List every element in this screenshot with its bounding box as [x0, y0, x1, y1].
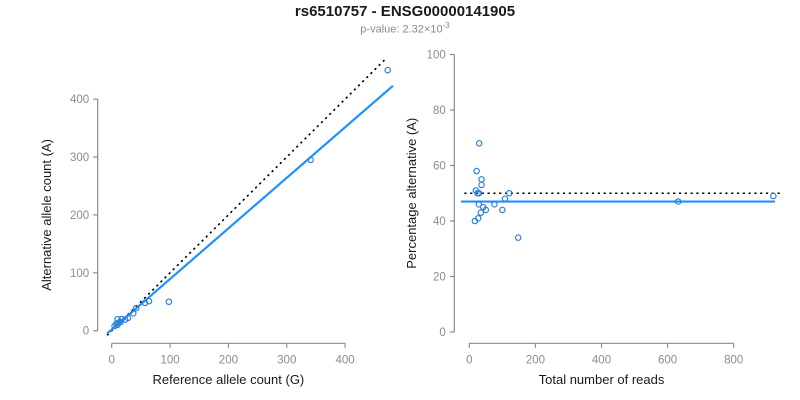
data-point — [478, 176, 485, 183]
y-tick-label: 300 — [70, 152, 89, 164]
data-point — [132, 304, 140, 312]
x-tick-label: 0 — [466, 354, 472, 366]
data-point — [501, 195, 509, 203]
subtitle-pvalue: p-value: 2.32×10-3 — [10, 21, 800, 36]
x-tick-label: 400 — [592, 354, 611, 366]
identity-line — [106, 58, 387, 336]
data-point — [165, 298, 173, 306]
data-point — [514, 234, 522, 241]
fit-line — [106, 84, 394, 335]
data-point — [491, 201, 498, 208]
data-point — [141, 299, 149, 307]
y-tick-label: 100 — [427, 50, 446, 62]
data-point — [474, 214, 482, 222]
data-point — [475, 189, 483, 197]
data-point — [145, 297, 153, 305]
y-tick-label: 400 — [70, 94, 89, 106]
data-point — [506, 189, 513, 197]
y-axis-title: Percentage alternative (A) — [404, 118, 419, 269]
data-point — [118, 315, 125, 323]
data-point — [478, 181, 485, 189]
x-tick-label: 800 — [724, 354, 743, 366]
x-tick-label: 0 — [108, 354, 114, 366]
subtitle-exponent: -3 — [442, 21, 450, 30]
data-point — [124, 314, 132, 322]
y-tick-label: 0 — [439, 327, 445, 339]
data-point — [384, 66, 391, 74]
data-point — [770, 192, 777, 200]
data-point — [473, 167, 480, 175]
y-tick-label: 100 — [70, 268, 89, 280]
x-tick-label: 600 — [658, 354, 677, 366]
subtitle-prefix: p-value: 2.32×10 — [360, 23, 443, 36]
y-axis-title: Alternative allele count (A) — [39, 139, 54, 291]
x-tick-label: 200 — [526, 354, 545, 366]
left-scatter-panel: 0 100 200 300 400 0 100 200 300 400 Reference alle… — [39, 58, 394, 387]
y-tick-label: 60 — [433, 161, 446, 173]
y-tick-label: 20 — [433, 272, 446, 284]
x-axis-title: Reference allele count (G) — [153, 372, 305, 387]
right-scatter-panel: 0 200 400 600 800 0 20 40 60 80 100 Total number of… — [404, 50, 784, 387]
x-axis-title: Total number of reads — [539, 372, 665, 387]
x-tick-label: 200 — [219, 354, 238, 366]
data-point — [499, 206, 506, 214]
x-tick-label: 100 — [160, 354, 179, 366]
data-point — [482, 206, 490, 214]
x-tick-label: 300 — [277, 354, 296, 366]
y-tick-label: 0 — [83, 326, 89, 338]
data-point — [475, 140, 483, 147]
y-tick-label: 80 — [433, 105, 446, 117]
page-title: rs6510757 - ENSG00000141905 — [294, 3, 516, 20]
data-point — [307, 156, 314, 164]
data-point — [130, 310, 137, 317]
data-point — [477, 209, 485, 216]
x-tick-label: 400 — [336, 354, 355, 366]
y-tick-label: 200 — [70, 210, 89, 222]
data-point — [674, 198, 682, 205]
y-tick-label: 40 — [433, 216, 446, 228]
